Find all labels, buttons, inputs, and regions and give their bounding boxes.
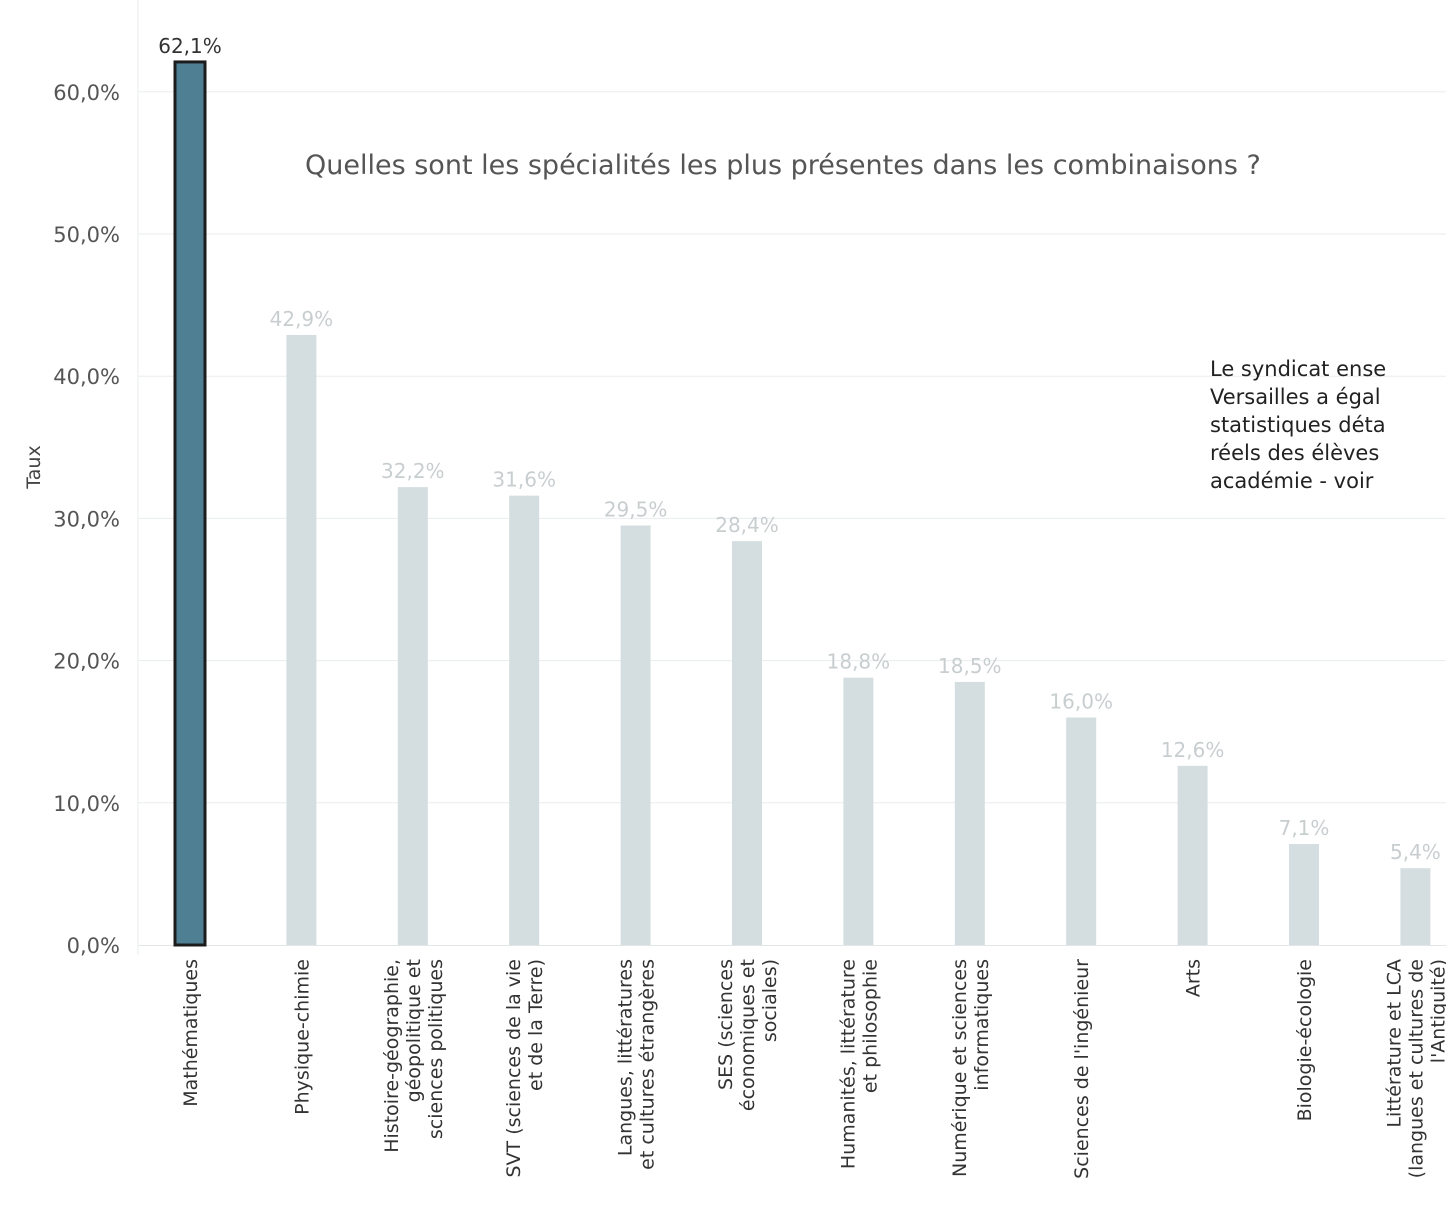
bar (397, 487, 428, 945)
bar-value-label: 31,6% (492, 468, 556, 492)
x-tick-label-line: Littérature et LCA (1383, 959, 1405, 1128)
side-note-line: Le syndicat ense (1210, 357, 1387, 381)
x-tick-label-line: Biologie-écologie (1294, 959, 1316, 1121)
side-note-line: académie - voir (1210, 469, 1374, 493)
bar (954, 681, 985, 945)
x-tick-label-line: économiques et (737, 959, 759, 1111)
x-tick-label-line: Numérique et sciences (949, 959, 971, 1177)
side-note-line: réels des élèves (1210, 441, 1380, 465)
side-note-line: Versailles a égal (1210, 385, 1381, 409)
bar-value-label: 29,5% (604, 498, 668, 522)
x-tick-label-line: Mathématiques (180, 959, 202, 1107)
bar-value-label: 18,5% (938, 654, 1002, 678)
x-tick-label: Physique-chimie (291, 959, 313, 1115)
bar (620, 525, 651, 945)
bar-value-label: 18,8% (827, 650, 891, 674)
bar (509, 495, 540, 945)
bar (1177, 765, 1208, 945)
x-tick-label-line: Histoire-géographie, (381, 959, 403, 1153)
x-tick-label: SVT (sciences de la vie et de la Terre) (503, 959, 547, 1178)
x-tick-label-line: Physique-chimie (291, 959, 313, 1115)
x-tick-label-line: Humanités, littérature (837, 959, 859, 1169)
bar (843, 677, 874, 945)
x-tick-label: Arts (1183, 959, 1205, 997)
x-tick-label-line: Arts (1183, 959, 1205, 997)
x-tick-label-line: SES (sciences (715, 959, 737, 1090)
x-tick-label-line: SVT (sciences de la vie (503, 959, 525, 1178)
x-tick-label-line: l'Antiquité) (1427, 959, 1446, 1063)
side-note-text: Le syndicat ense Versailles a égal stati… (1210, 355, 1446, 495)
y-tick-label: 10,0% (53, 792, 120, 816)
chart-title: Quelles sont les spécialités les plus pr… (305, 150, 1261, 181)
x-tick-label: Langues, littératures et cultures étrangè… (615, 959, 659, 1170)
bar-value-label: 7,1% (1279, 816, 1330, 840)
x-tick-label-line: et philosophie (859, 959, 881, 1093)
x-tick-label-line: sociales) (759, 959, 781, 1042)
x-tick-label: Mathématiques (180, 959, 202, 1107)
y-tick-label: 40,0% (53, 365, 120, 389)
x-tick-label-line: géopolitique et (403, 959, 425, 1102)
x-tick-label-line: informatiques (971, 959, 993, 1091)
x-tick-label-line: et cultures étrangères (637, 959, 659, 1170)
bar (173, 60, 207, 947)
x-tick-label-line: Sciences de l'ingénieur (1071, 959, 1093, 1179)
bar (1400, 868, 1431, 945)
bar-value-label: 16,0% (1049, 689, 1113, 713)
x-tick-label: Numérique et sciences informatiques (949, 959, 993, 1177)
bar-value-label: 28,4% (715, 513, 779, 537)
y-tick-label: 60,0% (53, 81, 120, 105)
x-tick-label-line: (langues et cultures de (1405, 959, 1427, 1178)
y-tick-label: 50,0% (53, 223, 120, 247)
x-tick-label-line: et de la Terre) (525, 959, 547, 1091)
x-tick-label: Humanités, littérature et philosophie (837, 959, 881, 1169)
bar-value-label: 62,1% (158, 34, 222, 58)
x-tick-label: SES (sciences économiques et sociales) (715, 959, 781, 1111)
x-tick-label: Sciences de l'ingénieur (1071, 959, 1093, 1179)
bar-value-label: 32,2% (381, 459, 445, 483)
y-tick-label: 0,0% (67, 934, 120, 958)
bar (732, 541, 762, 945)
bar-value-label: 42,9% (270, 307, 334, 331)
side-note-line: statistiques déta (1210, 413, 1386, 437)
x-tick-label: Littérature et LCA (langues et cultures d… (1383, 959, 1446, 1178)
x-tick-label-line: sciences politiques (425, 959, 447, 1139)
bar-value-label: 12,6% (1161, 738, 1225, 762)
x-tick-label: Histoire-géographie, géopolitique et scien… (381, 959, 447, 1153)
x-tick-label: Biologie-écologie (1294, 959, 1316, 1121)
bar (1289, 844, 1319, 945)
y-tick-label: 30,0% (53, 507, 120, 531)
bar (286, 334, 317, 945)
bar (1066, 717, 1097, 945)
y-axis-title: Taux (23, 445, 45, 489)
bar-value-label: 5,4% (1390, 840, 1441, 864)
x-tick-label-line: Langues, littératures (615, 959, 637, 1156)
y-tick-label: 20,0% (53, 650, 120, 674)
